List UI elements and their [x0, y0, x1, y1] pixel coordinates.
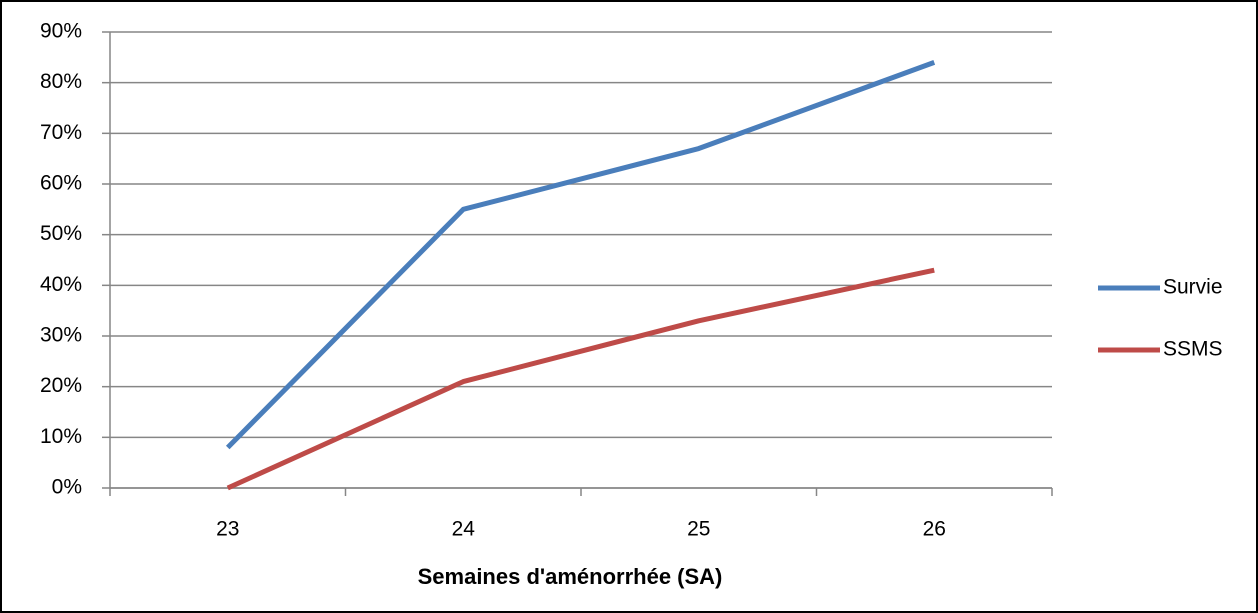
- x-tick-label: 26: [923, 518, 946, 541]
- y-tick-label: 0%: [52, 476, 82, 499]
- series-line: [226, 267, 935, 491]
- legend-label: Survie: [1163, 276, 1223, 299]
- legend-label: SSMS: [1163, 338, 1223, 361]
- series-line: [225, 60, 936, 450]
- y-tick-label: 80%: [40, 70, 82, 93]
- x-axis-title: Semaines d'aménorrhée (SA): [418, 564, 723, 589]
- y-tick-label: 90%: [40, 20, 82, 43]
- x-tick-label: 24: [452, 518, 476, 541]
- x-tick-label: 25: [687, 518, 710, 541]
- y-tick-label: 30%: [40, 324, 82, 347]
- x-tick-label: 23: [216, 518, 239, 541]
- y-tick-label: 60%: [40, 172, 82, 195]
- y-tick-label: 70%: [40, 121, 82, 144]
- y-tick-label: 40%: [40, 273, 82, 296]
- y-tick-label: 50%: [40, 222, 82, 245]
- y-tick-label: 10%: [40, 425, 82, 448]
- y-tick-label: 20%: [40, 374, 82, 397]
